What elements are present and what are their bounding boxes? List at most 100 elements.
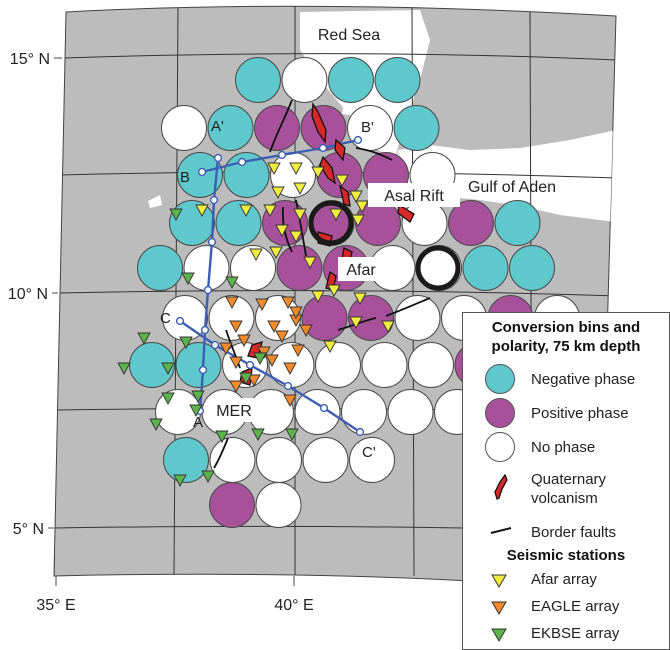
ekbse-station-icon — [215, 430, 229, 443]
profile-label-c: C — [160, 310, 171, 327]
eagle-station-icon — [283, 394, 297, 407]
negative-phase-bin — [393, 105, 440, 151]
afar-station-icon — [381, 320, 395, 333]
ekbse-station-icon — [189, 404, 203, 417]
profile-point — [210, 340, 220, 350]
afar-station-icon — [239, 204, 253, 217]
legend-title: Conversion bins and polarity, 75 km dept… — [463, 318, 669, 356]
afar-station-icon — [323, 340, 337, 353]
afar-station-icon — [293, 208, 307, 221]
afar-station-icon — [311, 166, 325, 179]
negative-phase-bin — [215, 200, 262, 246]
negative-phase-bin — [235, 57, 281, 103]
no-phase-bin — [209, 437, 256, 483]
profile-point — [198, 365, 208, 375]
profile-point — [283, 381, 293, 391]
afar-station-icon — [303, 256, 317, 269]
afar-station-icon — [195, 204, 209, 217]
border-faults-label: Border faults — [531, 524, 617, 541]
ekbse-station-icon — [161, 392, 175, 405]
ekbse-station-icon — [225, 276, 239, 289]
no-phase-bin — [341, 389, 387, 435]
negative-phase-bin — [163, 437, 209, 483]
negative-phase-label: Negative phase — [531, 371, 636, 388]
eagle-station-icon — [237, 334, 251, 347]
profile-label-c-prime: C' — [362, 444, 376, 461]
no-phase-bin — [361, 342, 408, 388]
positive-phase-bin — [276, 245, 323, 291]
profile-label-a-prime: A' — [211, 118, 224, 135]
asal-rift-label: Asal Rift — [384, 188, 444, 205]
afar-station-icon — [267, 162, 281, 175]
ekbse-station-icon — [285, 428, 299, 441]
profile-label-b: B — [180, 169, 190, 186]
afar-station-icon — [293, 182, 307, 195]
profile-label-a: A — [193, 414, 203, 431]
afar-array-label: Afar array — [531, 571, 597, 588]
lat-label-5n: 5° N — [13, 521, 44, 538]
positive-phase-bin — [301, 295, 348, 341]
eagle-station-icon — [219, 342, 233, 355]
afar-station-icon — [289, 230, 303, 243]
profile-point — [353, 135, 363, 145]
profile-point — [213, 153, 223, 163]
ekbse-station-icon — [253, 352, 267, 365]
legend-title-text: Conversion bins and polarity, 75 km dept… — [491, 319, 641, 355]
afar-station-icon — [327, 284, 341, 297]
no-phase-bin — [349, 437, 395, 483]
stations-title: Seismic stations — [463, 546, 669, 565]
eagle-station-icon — [275, 330, 289, 343]
positive-phase-swatch — [485, 398, 515, 428]
conversion-bins — [129, 57, 594, 528]
afar-label: Afar — [346, 262, 376, 279]
profile-point — [175, 316, 185, 326]
no-phase-bin — [401, 200, 448, 246]
ekbse-station-icon — [161, 362, 175, 375]
positive-phase-bin — [209, 482, 255, 528]
positive-phase-bin — [348, 295, 394, 341]
profile-point — [237, 157, 247, 167]
ekbse-station-icon — [251, 428, 265, 441]
positive-phase-bin — [448, 200, 494, 246]
highlighted-bin-afar-east — [415, 245, 461, 291]
mer-label: MER — [216, 403, 252, 420]
eagle-station-icon — [257, 346, 271, 359]
afar-station-icon — [351, 214, 365, 227]
ekbse-station-icon — [239, 372, 253, 385]
eagle-array-label: EAGLE array — [531, 598, 620, 615]
positive-phase-bin — [254, 105, 300, 151]
eagle-station-icon — [289, 306, 303, 319]
no-phase-bin — [230, 245, 276, 291]
ekbse-station-icon — [191, 390, 205, 403]
stations-title-text: Seismic stations — [506, 547, 626, 564]
profile-point — [197, 167, 207, 177]
afar-station-icon — [263, 204, 277, 217]
ekbse-station-icon — [137, 332, 151, 345]
ekbse-station-icon — [117, 362, 131, 375]
ekbse-station-icon — [181, 272, 195, 285]
gulf-of-aden-water — [396, 130, 616, 222]
lon-label-35e: 35° E — [36, 597, 75, 614]
profile-point — [319, 403, 329, 413]
no-phase-bin — [315, 342, 361, 388]
profile-point — [245, 360, 255, 370]
negative-phase-swatch — [485, 364, 515, 394]
eagle-array-triangle-icon — [491, 601, 507, 615]
gulf-of-aden-label: Gulf of Aden — [468, 179, 556, 196]
eagle-station-icon — [229, 380, 243, 393]
no-phase-bin — [387, 389, 434, 435]
profile-point — [318, 143, 328, 153]
volcanism-label-2: volcanism — [531, 490, 598, 507]
negative-phase-bin — [207, 105, 254, 151]
no-phase-bin — [302, 437, 349, 483]
eagle-station-icon — [229, 320, 243, 333]
afar-station-icon — [355, 200, 369, 213]
negative-phase-bin — [169, 200, 215, 246]
negative-phase-bin — [462, 245, 509, 291]
no-phase-bin — [294, 389, 341, 435]
afar-station-icon — [329, 208, 343, 221]
negative-phase-bin — [137, 245, 183, 291]
afar-station-icon — [353, 292, 367, 305]
eagle-station-icon — [229, 356, 243, 369]
